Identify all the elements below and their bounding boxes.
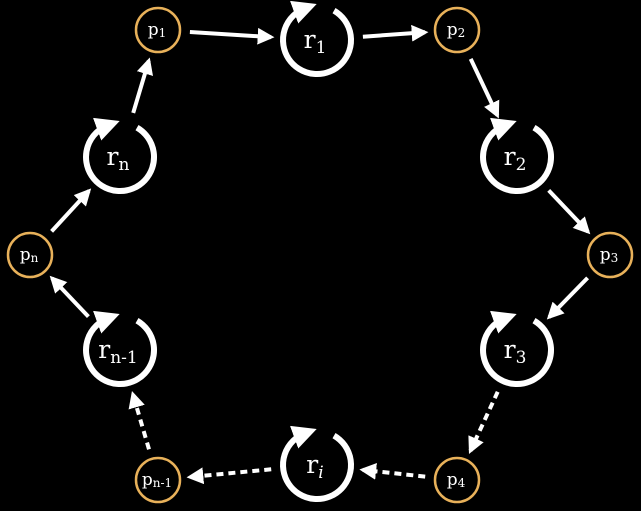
resource-r1: r1 [280, 0, 354, 78]
edges-layer [49, 24, 591, 485]
resource-label: rn [107, 142, 130, 175]
places-layer: p1 p2 p3 p4 pn-1 pn [6, 6, 634, 504]
place-circle [433, 6, 481, 54]
place-label: p2 [447, 20, 466, 40]
place-label: p1 [148, 20, 167, 40]
edge-r2-to-p3-arrow [547, 189, 591, 235]
cycle-arrow-icon [83, 117, 157, 195]
place-circle [586, 231, 634, 279]
edge-ri-to-pn-1-arrow [186, 467, 272, 485]
resource-r2: r2 [480, 117, 554, 195]
edge-p1-to-r1-arrow [189, 27, 275, 45]
resource-label: r3 [504, 335, 527, 368]
place-p2: p2 [433, 6, 481, 54]
cycle-arrow-icon [480, 117, 554, 195]
place-pn-1: pn-1 [134, 456, 182, 504]
place-p1: p1 [134, 6, 182, 54]
place-circle [134, 456, 182, 504]
edge-pn-to-rn-arrow [50, 188, 92, 233]
edge-r3-to-p4-arrow [468, 390, 500, 454]
edge-rn-to-p1-arrow [131, 57, 153, 114]
resource-rn-1: rn-1 [83, 310, 157, 388]
place-pn: pn [6, 231, 54, 279]
place-p4: p4 [433, 456, 481, 504]
cycle-arrow-icon [480, 310, 554, 388]
cycle-arrow-icon [83, 310, 157, 388]
resource-label: r2 [504, 142, 527, 175]
edge-p4-to-ri-arrow [359, 462, 426, 480]
resource-label: rn-1 [98, 335, 137, 368]
resource-r3: r3 [480, 310, 554, 388]
place-p3: p3 [586, 231, 634, 279]
place-circle [6, 231, 54, 279]
place-circle [433, 456, 481, 504]
place-label: pn-1 [142, 470, 172, 490]
resources-layer: r1 r2 r3 ri rn-1 rn [83, 0, 554, 503]
place-label: p4 [447, 470, 466, 490]
resource-rn: rn [83, 117, 157, 195]
resource-label: r1 [304, 25, 327, 58]
resource-label: ri [306, 450, 323, 483]
cycle-arrow-icon [280, 0, 354, 78]
edge-p2-to-r2-arrow [468, 58, 500, 119]
edge-rn-1-to-pn-arrow [49, 275, 90, 318]
resource-ri: ri [280, 425, 354, 503]
place-label: p3 [600, 245, 619, 265]
edge-r1-to-p2-arrow [362, 24, 429, 42]
place-circle [134, 6, 182, 54]
cycle-arrow-icon [280, 425, 354, 503]
edge-p3-to-r3-arrow [546, 276, 590, 320]
place-label: pn [20, 245, 39, 265]
edge-pn-1-to-rn-1-arrow [128, 390, 151, 450]
